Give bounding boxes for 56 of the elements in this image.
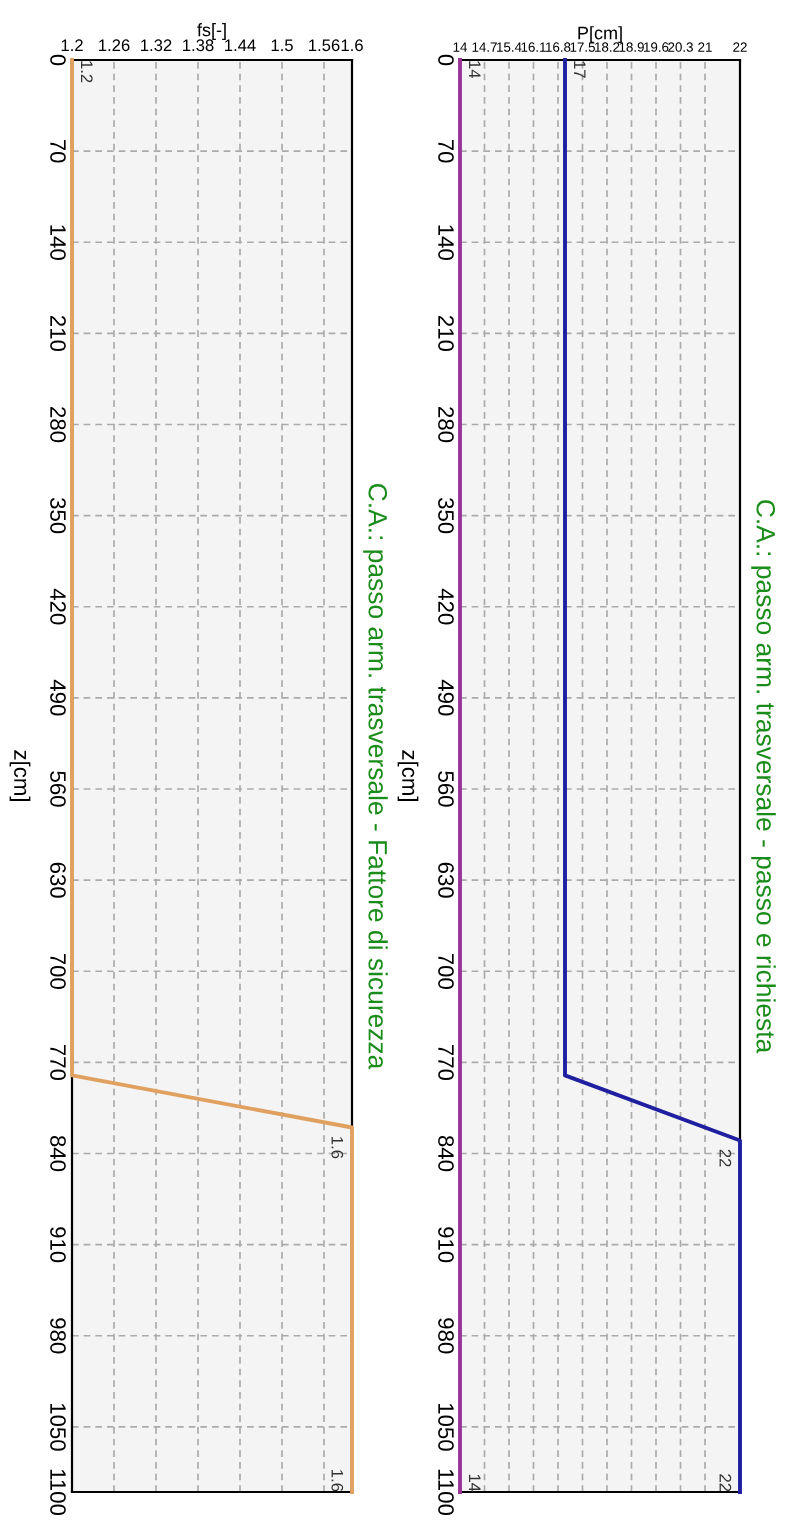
data-label: 1.6 bbox=[331, 1137, 344, 1159]
text: C.A.: passo arm. trasversale - Fattore di sicurezza bbox=[363, 484, 388, 1070]
x-axis-title: P[cm] bbox=[578, 26, 622, 43]
y-tick-label: 140 bbox=[438, 225, 454, 260]
data-label: 22 bbox=[719, 1149, 732, 1167]
y-tick-label: 770 bbox=[50, 1045, 66, 1081]
x-axis-title: fs[-] bbox=[197, 23, 226, 40]
y-tick-label: 280 bbox=[50, 407, 66, 443]
y-tick-label: 560 bbox=[50, 771, 66, 807]
y-tick-label: 770 bbox=[438, 1045, 454, 1081]
y-tick-label: 1050 bbox=[438, 1403, 454, 1451]
y-tick-label: 490 bbox=[50, 679, 66, 716]
y-tick-label: 560 bbox=[438, 771, 454, 807]
y-tick-label: 700 bbox=[438, 953, 454, 989]
y-tick-label: 1050 bbox=[50, 1403, 66, 1451]
data-label: 14 bbox=[469, 1474, 481, 1492]
y-tick-label: 140 bbox=[50, 225, 66, 260]
y-tick-label: 70 bbox=[438, 139, 454, 163]
x-tick-label: 1.38 bbox=[183, 39, 214, 52]
x-tick-label: 1.44 bbox=[225, 39, 256, 51]
x-tick-label: 1.26 bbox=[99, 39, 130, 52]
y-tick-label: 840 bbox=[438, 1135, 454, 1172]
x-tick-label: 1.2 bbox=[61, 39, 83, 51]
x-tick-label: 1.6 bbox=[341, 39, 363, 52]
y-tick-label: 490 bbox=[438, 679, 454, 716]
x-tick-label: 1.5 bbox=[271, 39, 293, 52]
y-tick-label: 210 bbox=[50, 315, 66, 352]
data-label: 1.2 bbox=[81, 61, 93, 83]
y-tick-label: 70 bbox=[50, 139, 66, 163]
y-tick-label: 630 bbox=[50, 862, 66, 898]
y-tick-label: 210 bbox=[438, 315, 454, 352]
y-tick-label: 910 bbox=[438, 1227, 454, 1263]
y-tick-label: 350 bbox=[50, 497, 66, 534]
data-label: 22 bbox=[719, 1474, 732, 1492]
x-tick-label: 1.32 bbox=[141, 39, 172, 52]
data-label: 17 bbox=[574, 61, 586, 78]
y-tick-label: 980 bbox=[438, 1318, 454, 1354]
y-tick-label: 420 bbox=[438, 588, 454, 625]
y-tick-label: 350 bbox=[438, 497, 454, 534]
y-tick-label: 280 bbox=[438, 407, 454, 443]
y-axis-title: z[cm] bbox=[9, 750, 31, 801]
y-tick-label: 420 bbox=[50, 588, 66, 625]
y-tick-label: 1100 bbox=[438, 1469, 454, 1516]
y-tick-label: 980 bbox=[50, 1318, 66, 1354]
y-tick-label: 630 bbox=[438, 862, 454, 898]
y-axis-title: z[cm] bbox=[397, 750, 419, 801]
y-tick-label: 0 bbox=[50, 54, 66, 66]
y-tick-label: 0 bbox=[438, 54, 454, 66]
y-tick-label: 910 bbox=[50, 1227, 66, 1263]
data-label: 1.6 bbox=[331, 1470, 344, 1492]
data-label: 14 bbox=[469, 61, 481, 79]
y-tick-label: 1100 bbox=[50, 1469, 66, 1516]
y-tick-label: 840 bbox=[50, 1135, 66, 1172]
x-tick-label: 1.56 bbox=[309, 39, 340, 52]
y-tick-label: 700 bbox=[50, 953, 66, 989]
text: C.A.: passo arm. trasversale - passo e richiesta bbox=[751, 500, 776, 1054]
